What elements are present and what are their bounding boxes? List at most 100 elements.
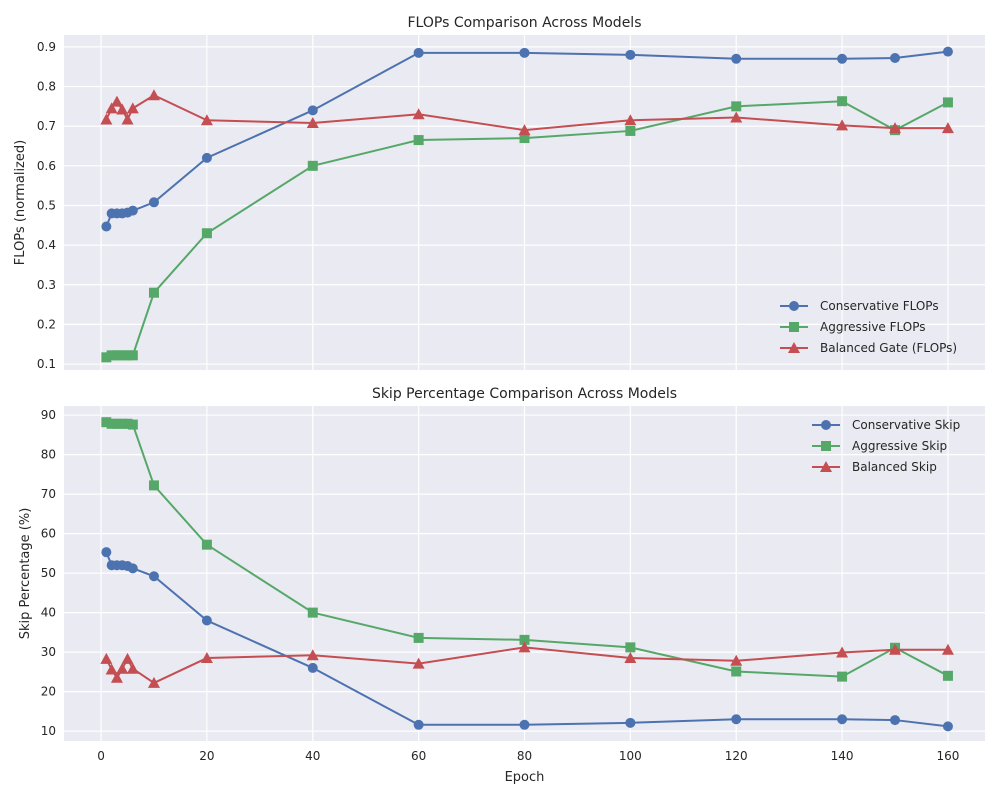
x-tick-label: 120 <box>725 749 748 763</box>
data-point <box>519 719 530 730</box>
data-point <box>121 113 134 125</box>
data-point <box>942 46 953 57</box>
data-point <box>731 714 742 725</box>
data-point <box>121 652 134 664</box>
data-point <box>307 105 318 116</box>
y-tick-label: 20 <box>41 685 56 699</box>
y-tick-label: 10 <box>41 724 56 738</box>
data-point <box>837 53 848 64</box>
data-point <box>625 642 636 653</box>
data-point <box>201 228 212 239</box>
y-tick-label: 0.3 <box>37 278 56 292</box>
data-point <box>889 122 902 134</box>
data-point <box>126 102 139 114</box>
data-point <box>105 663 118 675</box>
legend-label: Aggressive Skip <box>852 439 947 453</box>
legend-marker <box>821 420 831 430</box>
data-point <box>148 571 159 582</box>
legend-label: Aggressive FLOPs <box>820 320 926 334</box>
data-point <box>730 654 743 666</box>
legend-label: Conservative FLOPs <box>820 299 939 313</box>
y-tick-label: 0.1 <box>37 357 56 371</box>
data-point <box>110 95 123 107</box>
data-point <box>147 89 160 101</box>
series-conservative-skip <box>101 547 953 732</box>
data-point <box>111 418 122 429</box>
legend-marker <box>788 342 800 353</box>
data-point <box>126 662 139 674</box>
x-tick-label: 40 <box>305 749 320 763</box>
y-axis-label: FLOPs (normalized) <box>13 140 28 265</box>
series-conservative-flops <box>101 46 953 232</box>
y-tick-label: 0.5 <box>37 198 56 212</box>
legend-marker <box>821 441 831 451</box>
y-tick-label: 0.8 <box>37 80 56 94</box>
x-tick-label: 0 <box>97 749 105 763</box>
data-point <box>101 221 112 232</box>
legend-label: Balanced Gate (FLOPs) <box>820 341 957 355</box>
data-point <box>117 350 128 361</box>
data-point <box>518 124 531 136</box>
series-balanced-skip <box>100 641 954 688</box>
x-tick-label: 100 <box>619 749 642 763</box>
data-point <box>837 714 848 725</box>
data-point <box>101 352 112 363</box>
data-point <box>519 47 530 58</box>
data-point <box>519 634 530 645</box>
data-point <box>127 419 138 430</box>
y-tick-label: 80 <box>41 448 56 462</box>
data-point <box>942 97 953 108</box>
data-point <box>111 350 122 361</box>
data-point <box>105 102 118 114</box>
x-tick-label: 160 <box>936 749 959 763</box>
y-tick-label: 0.2 <box>37 317 56 331</box>
data-point <box>890 715 901 726</box>
data-point <box>122 350 133 361</box>
data-point <box>836 646 849 658</box>
data-point <box>122 418 133 429</box>
data-point <box>117 418 128 429</box>
data-point <box>413 47 424 58</box>
x-tick-label: 20 <box>199 749 214 763</box>
series-balanced-gate-flops- <box>100 89 954 136</box>
y-tick-label: 90 <box>41 408 56 422</box>
x-axis-label: Epoch <box>505 770 545 785</box>
data-point <box>148 287 159 298</box>
x-tick-label: 80 <box>517 749 532 763</box>
data-point <box>201 539 212 550</box>
data-point <box>116 103 129 115</box>
legend: Conservative Skip Aggressive Skip Balanced… <box>812 418 960 474</box>
data-point <box>836 119 849 131</box>
data-point <box>148 197 159 208</box>
data-point <box>200 114 213 126</box>
data-point <box>942 670 953 681</box>
data-point <box>127 205 138 216</box>
data-point <box>942 721 953 732</box>
data-point <box>127 563 138 574</box>
x-tick-label: 60 <box>411 749 426 763</box>
data-point <box>127 350 138 361</box>
data-point <box>625 125 636 136</box>
data-point <box>412 657 425 669</box>
legend-marker <box>789 301 799 311</box>
data-point <box>413 632 424 643</box>
data-point <box>625 49 636 60</box>
data-point <box>307 607 318 618</box>
y-tick-label: 0.7 <box>37 119 56 133</box>
data-point <box>306 649 319 661</box>
data-point <box>941 643 954 655</box>
data-point <box>100 652 113 664</box>
data-point <box>837 671 848 682</box>
data-point <box>624 652 637 664</box>
y-tick-label: 0.9 <box>37 40 56 54</box>
data-point <box>101 417 112 428</box>
data-point <box>201 615 212 626</box>
y-tick-label: 30 <box>41 645 56 659</box>
data-point <box>412 108 425 120</box>
panel-flops: 0.1 0.2 0.3 0.4 0.5 0.6 0.7 0.8 0.9 FLOPs Compari… <box>13 15 985 371</box>
x-tick-label: 140 <box>831 749 854 763</box>
data-point <box>624 114 637 126</box>
chart-title: Skip Percentage Comparison Across Models <box>372 386 677 402</box>
data-point <box>413 135 424 146</box>
